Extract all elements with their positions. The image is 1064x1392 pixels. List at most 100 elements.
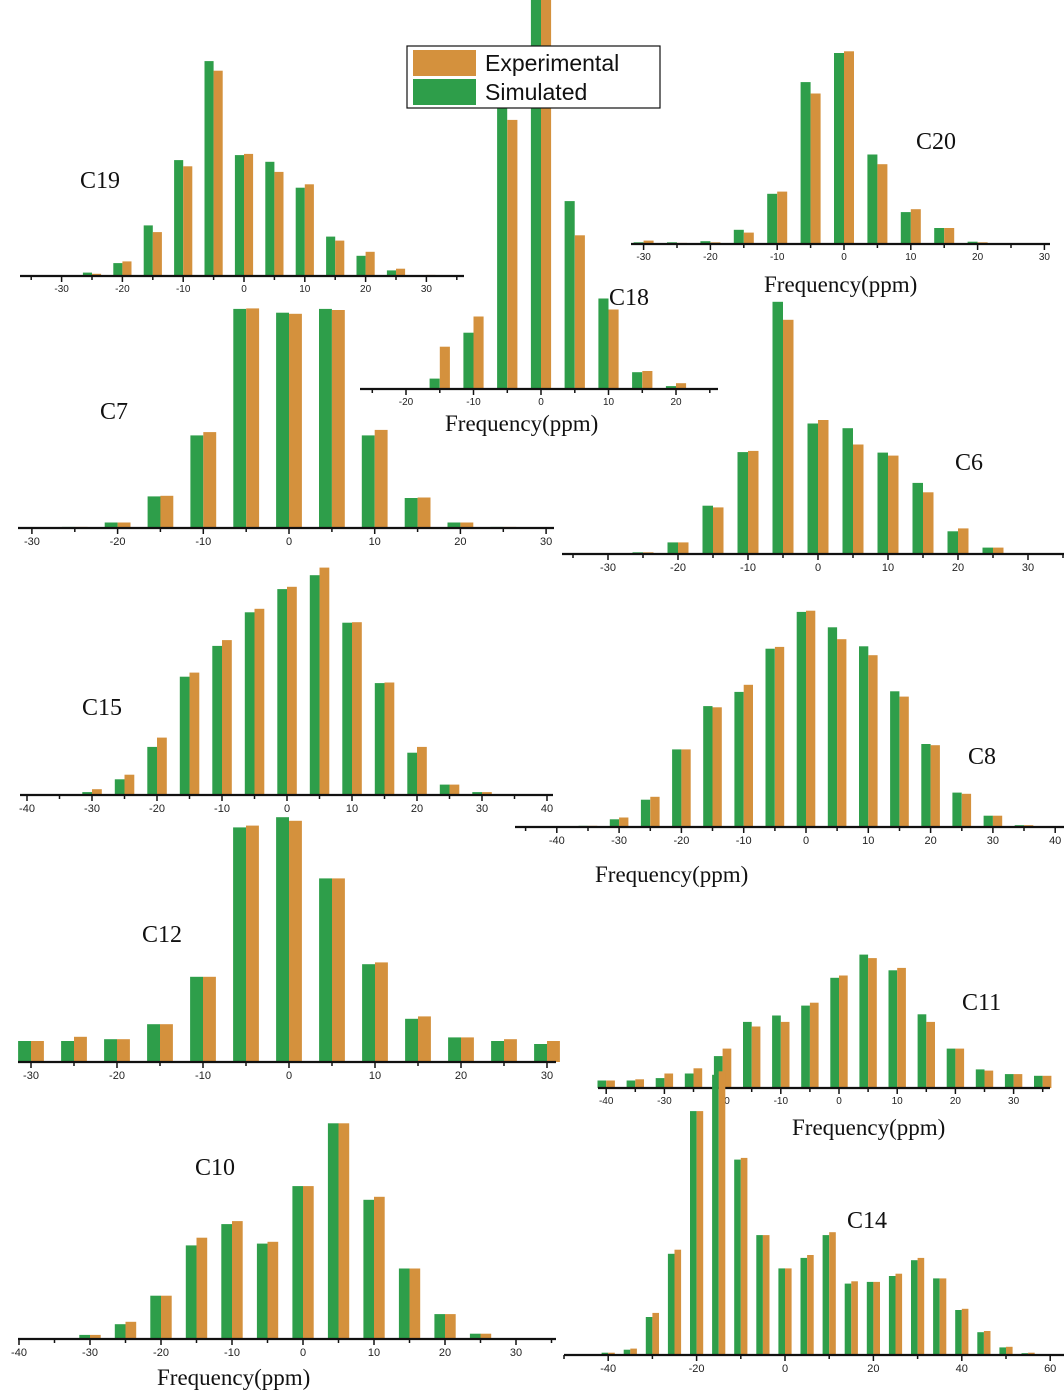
tick-label-c12-30: 30 (541, 1070, 553, 1082)
bar-experimental-c6-20 (958, 528, 969, 554)
bar-experimental-c14--40 (608, 1352, 615, 1355)
tick-label-c15--30: -30 (84, 803, 100, 815)
bar-simulated-c12-15 (405, 1018, 418, 1062)
bar-experimental-c8-15 (899, 696, 909, 827)
bar-experimental-c20-5 (877, 164, 888, 244)
bar-simulated-c19--20 (113, 263, 123, 276)
tick-label-c18-10: 10 (603, 397, 615, 408)
tick-label-c14-0: 0 (782, 1363, 788, 1375)
tick-label-c6--20: -20 (670, 562, 686, 574)
bar-simulated-c19-15 (326, 236, 336, 276)
bar-simulated-c8-15 (890, 691, 900, 827)
bar-experimental-c8-5 (837, 639, 847, 827)
bar-simulated-c6--15 (702, 505, 713, 554)
bar-simulated-c18-5 (564, 201, 575, 389)
tick-label-c10--10: -10 (224, 1347, 240, 1359)
tick-label-c6-10: 10 (882, 562, 894, 574)
tick-label-c7--30: -30 (24, 536, 40, 548)
bar-simulated-c8-0 (796, 611, 806, 827)
bar-simulated-c19--5 (204, 61, 214, 276)
bar-experimental-c18--15 (439, 346, 450, 389)
bar-experimental-c14-0 (785, 1268, 792, 1355)
bar-experimental-c7-10 (374, 429, 388, 528)
bar-experimental-c6-15 (923, 492, 934, 554)
bar-experimental-c19-20 (365, 251, 375, 276)
bar-simulated-c11--40 (597, 1080, 607, 1088)
panel-label-c8: C8 (968, 744, 996, 770)
tick-label-c7--20: -20 (110, 536, 126, 548)
bar-simulated-c12--5 (233, 827, 246, 1062)
bar-simulated-c7--5 (233, 308, 247, 528)
tick-label-c15-10: 10 (346, 803, 358, 815)
bar-experimental-c6--15 (713, 507, 724, 554)
bar-simulated-c15-10 (342, 622, 353, 795)
bar-experimental-c11--25 (693, 1068, 703, 1088)
panel-c20: -30 -20 -10 0 10 20 30 C20 Frequency(ppm) (631, 51, 1050, 297)
bar-experimental-c14--20 (696, 1111, 704, 1355)
bar-simulated-c14--5 (756, 1235, 763, 1355)
bar-simulated-c14--30 (645, 1317, 653, 1355)
bar-simulated-c14--35 (623, 1349, 631, 1355)
bar-simulated-c14-10 (822, 1235, 830, 1355)
bar-simulated-c14--15 (712, 1074, 719, 1355)
bar-simulated-c14-5 (800, 1257, 808, 1355)
bar-simulated-c6--10 (737, 452, 748, 554)
tick-label-c15--10: -10 (214, 803, 230, 815)
bar-simulated-c12--20 (104, 1039, 117, 1062)
bar-experimental-c19--15 (152, 232, 162, 276)
bar-simulated-c20--5 (800, 82, 811, 244)
bar-simulated-c14--10 (734, 1159, 741, 1355)
tick-label-c10-10: 10 (368, 1347, 380, 1359)
bar-experimental-c19-25 (396, 268, 406, 276)
panel-c8: -40 -30 -20 -10 0 10 20 30 40 C8 Frequency(ppm) (515, 610, 1064, 887)
bar-simulated-c11-0 (830, 977, 839, 1088)
bar-experimental-c14-45 (983, 1331, 991, 1355)
bar-experimental-c15--20 (157, 737, 167, 795)
tick-label-c11--30: -30 (657, 1096, 672, 1107)
bar-simulated-c20--20 (700, 241, 711, 245)
bar-experimental-c10--10 (232, 1221, 243, 1339)
bar-experimental-c10-25 (480, 1333, 492, 1339)
bar-simulated-c14--20 (690, 1111, 697, 1355)
tick-label-c20-10: 10 (905, 252, 917, 263)
tick-label-c8-0: 0 (803, 835, 809, 847)
bar-simulated-c18-15 (632, 372, 643, 389)
bar-experimental-c20--15 (743, 232, 754, 244)
tick-label-c7-30: 30 (540, 536, 552, 548)
tick-label-c14--40: -40 (600, 1363, 616, 1375)
tick-label-c10--20: -20 (153, 1347, 169, 1359)
bar-experimental-c14-5 (807, 1255, 814, 1355)
bar-simulated-c11--25 (684, 1073, 694, 1088)
tick-label-c15-30: 30 (476, 803, 488, 815)
bar-simulated-c8-20 (921, 744, 931, 827)
bar-simulated-c19--25 (82, 272, 92, 276)
tick-label-c14-40: 40 (956, 1363, 968, 1375)
bar-simulated-c15-20 (407, 752, 418, 795)
tick-label-c6-0: 0 (815, 562, 821, 574)
bar-experimental-c10--25 (125, 1321, 137, 1339)
panel-c19: -30 -20 -10 0 10 20 30 C19 (20, 61, 464, 295)
tick-label-c7-20: 20 (454, 536, 466, 548)
bar-experimental-c19-10 (304, 184, 314, 276)
bar-experimental-c8--30 (619, 817, 629, 827)
bar-simulated-c11-20 (946, 1048, 956, 1088)
bar-experimental-c11--35 (635, 1079, 644, 1088)
bar-simulated-c12--25 (61, 1041, 74, 1062)
panel-label-c18: C18 (609, 285, 649, 311)
x-axis-label-c20: Frequency(ppm) (764, 272, 917, 297)
bar-experimental-c18--10 (473, 316, 484, 389)
panel-label-c20: C20 (916, 129, 956, 155)
bar-experimental-c11--15 (751, 1026, 761, 1088)
bar-experimental-c8-30 (992, 815, 1003, 827)
tick-label-c7-10: 10 (369, 536, 381, 548)
tick-label-c15-20: 20 (411, 803, 423, 815)
bar-simulated-c19-5 (265, 161, 275, 276)
bar-simulated-c8--25 (640, 799, 651, 827)
tick-label-c8--20: -20 (673, 835, 689, 847)
tick-label-c10-20: 20 (439, 1347, 451, 1359)
bar-simulated-c12-25 (491, 1041, 504, 1062)
panel-label-c11: C11 (962, 990, 1001, 1016)
bar-experimental-c14--5 (762, 1235, 770, 1355)
bar-simulated-c8--30 (609, 819, 620, 827)
bar-simulated-c8--10 (734, 691, 744, 827)
